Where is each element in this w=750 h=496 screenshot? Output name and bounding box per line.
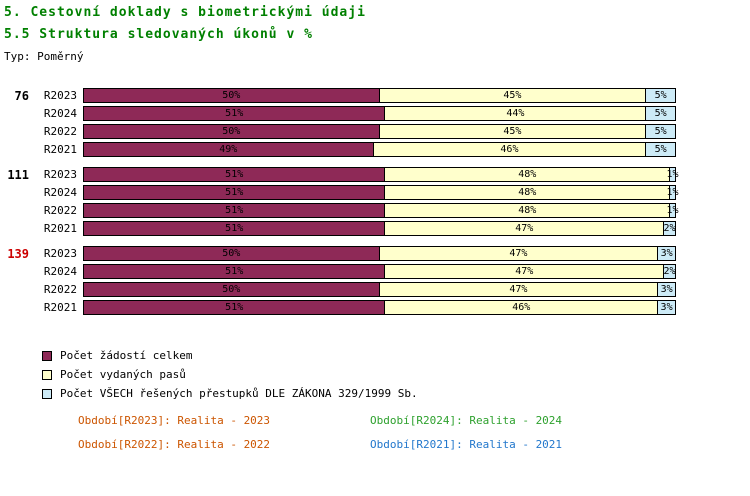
- legend-item: Počet žádostí celkem: [42, 346, 418, 365]
- bar-segment: 51%: [83, 106, 386, 121]
- period-label: Období[R2021]: Realita - 2021: [370, 438, 563, 451]
- year-label: R2021: [43, 301, 77, 314]
- stacked-bar: 50% 47% 3%: [83, 246, 676, 261]
- year-label: R2024: [43, 186, 77, 199]
- bar-segment: 5%: [646, 142, 676, 157]
- bar-segment: 50%: [83, 88, 380, 103]
- bar-group: 139 R2023 50% 47% 3% R2024 51% 47% 2% R2022 50% 47%…: [4, 246, 676, 315]
- bar-segment: 47%: [385, 264, 665, 279]
- bar-segment: 3%: [658, 282, 676, 297]
- stacked-bar: 50% 47% 3%: [83, 282, 676, 297]
- year-label: R2024: [43, 265, 77, 278]
- bar-row: 139 R2023 50% 47% 3%: [4, 246, 676, 261]
- legend-swatch: [42, 369, 52, 380]
- bar-segment: 1%: [666, 185, 679, 200]
- bar-segment: 49%: [83, 142, 374, 157]
- bar-segment: 1%: [666, 203, 679, 218]
- group-count-label: 139: [7, 246, 29, 261]
- stacked-bar: 51% 48% 1%: [83, 203, 679, 218]
- period-label: Období[R2024]: Realita - 2024: [370, 414, 563, 427]
- bar-segment: 2%: [663, 264, 676, 279]
- bar-row: R2021 51% 47% 2%: [4, 221, 676, 236]
- bar-row: R2022 51% 48% 1%: [4, 203, 679, 218]
- stacked-bar: 51% 47% 2%: [83, 264, 676, 279]
- bar-segment: 48%: [385, 203, 671, 218]
- bar-group: 111 R2023 51% 48% 1% R2024 51% 48% 1% R2022 51% 48%…: [4, 167, 679, 236]
- chart-legend: Počet žádostí celkem Počet vydaných pasů P…: [42, 346, 418, 403]
- bar-segment: 48%: [385, 167, 671, 182]
- legend-item: Počet VŠECH řešených přestupků DLE ZÁKON…: [42, 384, 418, 403]
- bar-segment: 46%: [385, 300, 659, 315]
- period-label: Období[R2023]: Realita - 2023: [78, 414, 271, 427]
- legend-item: Počet vydaných pasů: [42, 365, 418, 384]
- year-label: R2023: [43, 168, 77, 181]
- bar-segment: 50%: [83, 124, 380, 139]
- bar-segment: 5%: [646, 124, 676, 139]
- bar-segment: 44%: [385, 106, 647, 121]
- group-count-label: 76: [14, 88, 29, 103]
- year-label: R2022: [43, 125, 77, 138]
- bar-row: R2022 50% 45% 5%: [4, 124, 676, 139]
- stacked-bar-chart: 76 R2023 50% 45% 5% R2024 51% 44% 5% R2022 50% 45% 5…: [4, 88, 679, 325]
- bar-row: 111 R2023 51% 48% 1%: [4, 167, 679, 182]
- bar-segment: 3%: [658, 246, 676, 261]
- legend-swatch: [42, 388, 52, 399]
- type-label: Typ: Poměrný: [4, 50, 84, 63]
- bar-row: R2022 50% 47% 3%: [4, 282, 676, 297]
- stacked-bar: 51% 47% 2%: [83, 221, 676, 236]
- stacked-bar: 51% 44% 5%: [83, 106, 676, 121]
- bar-segment: 50%: [83, 282, 380, 297]
- bar-segment: 2%: [663, 221, 676, 236]
- year-label: R2023: [43, 247, 77, 260]
- bar-segment: 48%: [385, 185, 671, 200]
- bar-segment: 51%: [83, 300, 386, 315]
- bar-segment: 51%: [83, 167, 386, 182]
- bar-row: R2024 51% 48% 1%: [4, 185, 679, 200]
- stacked-bar: 51% 48% 1%: [83, 185, 679, 200]
- bar-segment: 47%: [379, 282, 659, 297]
- bar-group: 76 R2023 50% 45% 5% R2024 51% 44% 5% R2022 50% 45% 5…: [4, 88, 676, 157]
- report-subtitle: 5.5 Struktura sledovaných úkonů v %: [4, 27, 313, 42]
- bar-segment: 51%: [83, 185, 386, 200]
- stacked-bar: 51% 46% 3%: [83, 300, 676, 315]
- bar-row: R2024 51% 47% 2%: [4, 264, 676, 279]
- bar-segment: 3%: [658, 300, 676, 315]
- stacked-bar: 49% 46% 5%: [83, 142, 676, 157]
- period-label: Období[R2022]: Realita - 2022: [78, 438, 271, 451]
- bar-segment: 50%: [83, 246, 380, 261]
- period-footer: Období[R2023]: Realita - 2023 Období[R202…: [78, 414, 562, 451]
- year-label: R2021: [43, 222, 77, 235]
- year-label: R2021: [43, 143, 77, 156]
- bar-segment: 46%: [373, 142, 647, 157]
- stacked-bar: 51% 48% 1%: [83, 167, 679, 182]
- bar-segment: 51%: [83, 221, 386, 236]
- year-label: R2023: [43, 89, 77, 102]
- bar-segment: 5%: [646, 88, 676, 103]
- bar-row: 76 R2023 50% 45% 5%: [4, 88, 676, 103]
- stacked-bar: 50% 45% 5%: [83, 88, 676, 103]
- year-label: R2022: [43, 204, 77, 217]
- year-label: R2022: [43, 283, 77, 296]
- bar-segment: 47%: [379, 246, 659, 261]
- legend-label: Počet vydaných pasů: [60, 368, 186, 381]
- bar-segment: 45%: [379, 124, 647, 139]
- bar-segment: 51%: [83, 203, 386, 218]
- bar-segment: 5%: [646, 106, 676, 121]
- bar-segment: 51%: [83, 264, 386, 279]
- year-label: R2024: [43, 107, 77, 120]
- legend-label: Počet VŠECH řešených přestupků DLE ZÁKON…: [60, 387, 418, 400]
- legend-label: Počet žádostí celkem: [60, 349, 193, 362]
- report-title: 5. Cestovní doklady s biometrickými údaj…: [4, 5, 366, 20]
- bar-segment: 1%: [666, 167, 679, 182]
- bar-segment: 45%: [379, 88, 647, 103]
- group-count-label: 111: [7, 167, 29, 182]
- stacked-bar: 50% 45% 5%: [83, 124, 676, 139]
- bar-row: R2021 49% 46% 5%: [4, 142, 676, 157]
- legend-swatch: [42, 350, 52, 361]
- bar-row: R2021 51% 46% 3%: [4, 300, 676, 315]
- bar-segment: 47%: [385, 221, 665, 236]
- bar-row: R2024 51% 44% 5%: [4, 106, 676, 121]
